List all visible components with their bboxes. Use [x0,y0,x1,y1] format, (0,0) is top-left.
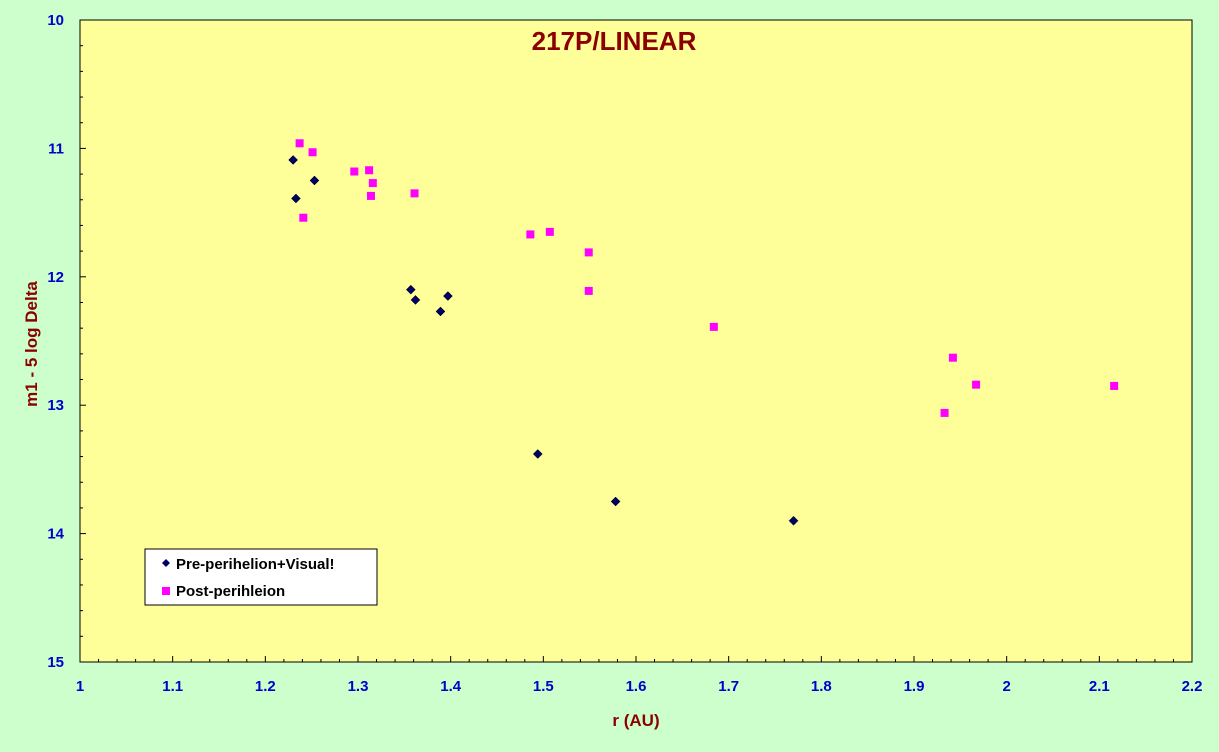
y-axis-ticks: 10 11 12 13 14 15 [47,12,86,671]
y-tick-label: 10 [47,12,64,29]
post-perihelion-point [308,148,317,157]
chart-title: 217P/LINEAR [532,26,697,56]
x-tick-label: 1.2 [255,678,276,695]
post-perihelion-point [972,380,981,389]
legend-label-post-perihelion: Post-perihleion [176,583,285,600]
y-tick-label: 14 [47,526,64,543]
pre-perihelion-point [410,295,421,305]
pre-perihelion-point [435,306,446,317]
post-perihelion-point [1110,381,1119,390]
x-tick-label: 1.1 [162,678,183,695]
x-tick-label: 1.6 [626,678,647,695]
legend-marker-post-perihelion [162,587,170,595]
legend-box [144,548,378,606]
x-tick-label: 1 [76,678,84,695]
y-tick-label: 15 [47,654,64,671]
y-tick-label: 13 [47,397,64,414]
y-tick-label: 11 [48,140,64,157]
pre-perihelion-point [309,175,320,186]
pre-perihelion-point [288,155,298,165]
pre-perihelion-point [532,449,543,459]
post-perihelion-point [940,408,949,417]
x-tick-label: 2.2 [1182,678,1203,695]
x-tick-label: 2 [1002,678,1010,695]
post-perihelion-point [368,179,377,188]
y-axis-title: m1 - 5 log Delta [22,281,41,407]
post-perihelion-point [365,166,374,175]
pre-perihelion-point [788,515,799,526]
x-axis-title: r (AU) [612,711,659,730]
pre-perihelion-point [405,284,416,295]
x-axis-ticks: 1 1.1 1.2 1.3 1.4 1.5 1.6 1.7 1.8 1.9 2 2.1 2.2 [76,656,1203,695]
post-perihelion-point [584,248,593,257]
legend-marker-pre-perihelion [162,559,170,567]
x-tick-label: 2.1 [1089,678,1110,695]
post-perihelion-point [545,227,554,236]
post-perihelion-point [948,353,957,362]
post-perihelion-point [350,167,359,176]
x-tick-label: 1.7 [718,678,739,695]
x-tick-label: 1.4 [440,678,462,695]
pre-perihelion-point [443,291,453,301]
y-tick-label: 12 [47,269,64,286]
x-tick-label: 1.3 [348,678,369,695]
post-perihelion-point [299,213,308,222]
post-perihelion-point [709,322,718,331]
x-tick-label: 1.9 [904,678,925,695]
legend-label-pre-perihelion: Pre-perihelion+Visual! [176,556,335,573]
pre-perihelion-point [610,496,621,507]
x-tick-label: 1.8 [811,678,832,695]
post-perihelion-point [410,189,419,198]
post-perihelion-point [584,286,593,295]
post-perihelion-point [366,191,375,200]
post-perihelion-point [526,230,535,239]
legend: Pre-perihelion+Visual! Post-perihleion [144,548,378,606]
pre-perihelion-point [291,193,301,204]
x-tick-label: 1.5 [533,678,554,695]
data-points [288,139,1119,526]
post-perihelion-point [295,139,304,148]
